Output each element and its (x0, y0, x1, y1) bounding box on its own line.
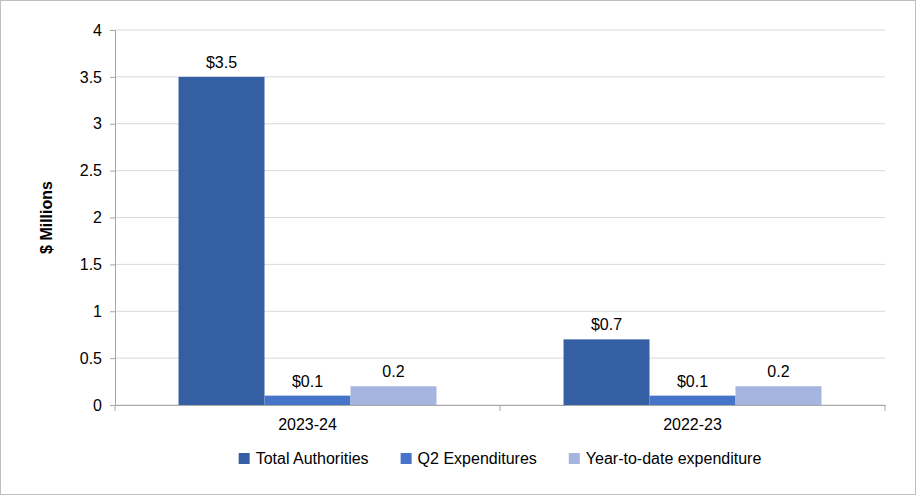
legend-label: Year-to-date expenditure (586, 450, 762, 467)
y-tick-label: 0.5 (80, 350, 102, 367)
y-tick: 1 (93, 303, 115, 320)
bar (650, 396, 736, 405)
legend-item: Q2 Expenditures (401, 450, 537, 467)
y-tick-mark (110, 405, 115, 406)
data-label: $0.1 (677, 373, 708, 390)
grid-line (115, 30, 885, 31)
legend-item: Total Authorities (239, 450, 369, 467)
data-label: $0.1 (292, 373, 323, 390)
y-tick-mark (110, 77, 115, 78)
y-tick-mark (110, 218, 115, 219)
y-tick: 3 (93, 115, 115, 132)
y-tick-mark (110, 171, 115, 172)
data-label: $0.7 (591, 316, 622, 333)
chart: 00.511.522.533.542023-242022-23$3.5$0.7$… (0, 0, 916, 495)
legend-item: Year-to-date expenditure (569, 450, 762, 467)
legend-swatch (569, 453, 580, 464)
legend: Total Authorities Q2 Expenditures Year-to-… (239, 450, 762, 467)
y-tick-mark (110, 264, 115, 265)
bars (179, 77, 822, 405)
category-separator (115, 405, 116, 411)
y-tick-mark (110, 358, 115, 359)
y-tick-label: 0 (93, 397, 102, 414)
y-axis-title: $ Millions (38, 181, 55, 254)
y-tick-label: 1 (93, 303, 102, 320)
bar (564, 339, 650, 405)
y-tick: 4 (93, 22, 115, 39)
y-tick: 0 (93, 397, 115, 414)
category-separator (500, 405, 501, 411)
data-label: $3.5 (206, 54, 237, 71)
bar (735, 386, 821, 405)
data-label: 0.2 (382, 363, 404, 380)
y-tick: 3.5 (80, 68, 115, 85)
y-tick-label: 1.5 (80, 256, 102, 273)
y-tick: 2 (93, 209, 115, 226)
y-tick-mark (110, 30, 115, 31)
y-axis: 0 0.5 1 1.5 2 2.5 3 3.5 4 (80, 22, 116, 414)
x-tick: 2023-24 (278, 405, 337, 433)
y-axis-line (110, 31, 116, 406)
data-labels: $3.5 $0.7 $0.1 $0.1 0.2 0.2 (206, 54, 790, 390)
category-separator (885, 405, 886, 411)
y-tick: 2.5 (80, 162, 115, 179)
bar (179, 77, 265, 405)
legend-swatch (401, 453, 412, 464)
chart-frame (1, 1, 916, 495)
bar (265, 396, 351, 405)
y-tick-label: 3 (93, 115, 102, 132)
bar (350, 386, 436, 405)
data-label: 0.2 (767, 363, 789, 380)
y-tick-mark (110, 124, 115, 125)
legend-label: Total Authorities (256, 450, 369, 467)
x-tick-label: 2023-24 (278, 416, 337, 433)
legend-swatch (239, 453, 250, 464)
y-tick: 0.5 (80, 350, 115, 367)
y-tick-label: 3.5 (80, 68, 102, 85)
y-tick-label: 4 (93, 22, 102, 39)
y-tick-mark (110, 311, 115, 312)
legend-label: Q2 Expenditures (418, 450, 537, 467)
y-tick-label: 2 (93, 209, 102, 226)
y-tick: 1.5 (80, 256, 115, 273)
x-tick: 2022-23 (663, 405, 722, 433)
grid (115, 30, 885, 405)
x-axis: 2023-24 2022-23 (115, 405, 886, 433)
x-tick-label: 2022-23 (663, 416, 722, 433)
plot: 00.511.522.533.542023-242022-23$3.5$0.7$… (80, 22, 886, 434)
y-tick-label: 2.5 (80, 162, 102, 179)
